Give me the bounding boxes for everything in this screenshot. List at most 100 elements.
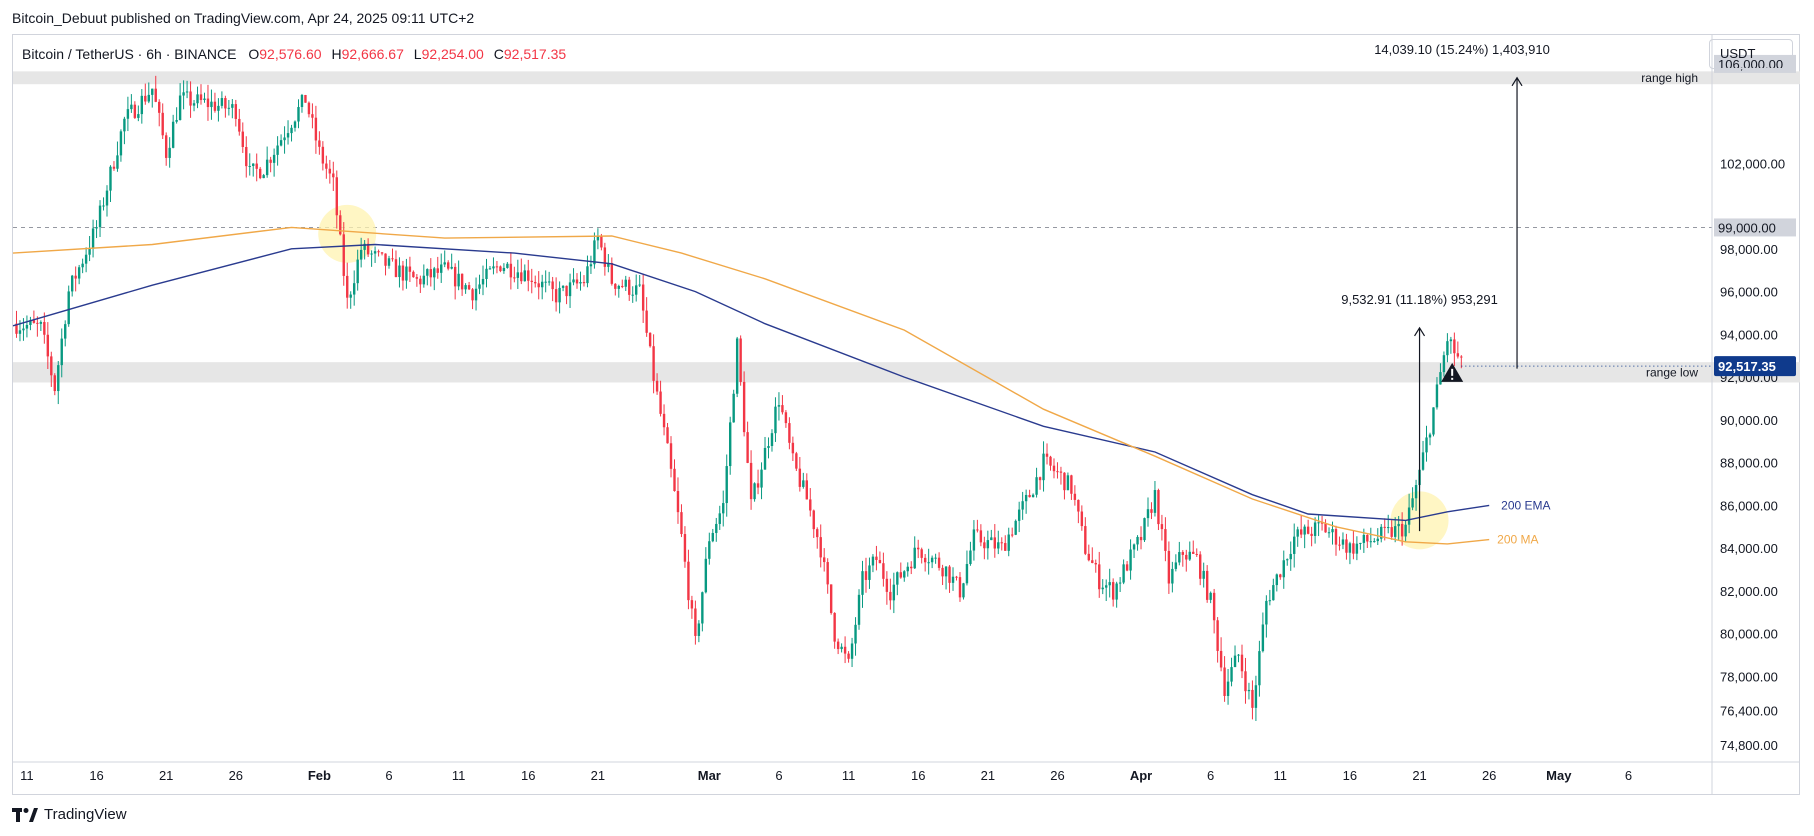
candle-body (523, 270, 526, 282)
candle-body (1397, 523, 1400, 527)
candle-body (1007, 534, 1010, 551)
candle-body (1341, 539, 1345, 545)
candle-body (1028, 494, 1031, 498)
candle-body (1212, 592, 1216, 621)
candle-body (220, 98, 224, 106)
candle-body (1244, 671, 1247, 692)
candle-body (50, 356, 53, 376)
candle-body (339, 215, 342, 235)
time-tick-label: 16 (521, 768, 535, 783)
candle-body (1024, 494, 1028, 502)
candle-body (621, 285, 624, 287)
candle-body (60, 338, 63, 366)
candle-body (951, 576, 955, 583)
candle-body (112, 166, 116, 169)
candle-body (669, 443, 673, 469)
current-price-tag (1714, 356, 1796, 377)
candle-body (488, 268, 492, 270)
candle-body (1296, 529, 1299, 537)
candle-body (1414, 485, 1418, 499)
candle-body (471, 289, 474, 301)
price-tick-label: 96,000.00 (1720, 285, 1778, 300)
time-tick-label: 6 (1207, 768, 1214, 783)
candle-body (196, 94, 199, 104)
candle-body (1279, 574, 1282, 578)
candle-body (770, 433, 774, 447)
warning-triangle-mark (1451, 368, 1454, 376)
candle-body (18, 330, 22, 334)
candle-body (927, 562, 930, 564)
candle-body (144, 95, 147, 102)
candle-body (502, 267, 506, 272)
candle-body (1407, 507, 1411, 525)
candle-body (885, 578, 889, 592)
time-tick-label: 21 (981, 768, 995, 783)
candle-body (1171, 568, 1174, 584)
candle-body (1087, 553, 1091, 561)
currency-selector[interactable]: USDT (1709, 39, 1793, 69)
candle-body (847, 653, 850, 659)
candle-body (1352, 543, 1355, 554)
candle-body (979, 530, 983, 543)
candle-body (1223, 667, 1226, 696)
candle-body (516, 272, 520, 278)
candle-body (119, 131, 123, 156)
candle-body (742, 381, 746, 433)
candle-body (631, 294, 634, 296)
candle-body (1226, 681, 1230, 696)
candle-body (871, 556, 875, 566)
candle-body (283, 137, 286, 141)
candle-body (746, 432, 749, 463)
candle-body (878, 559, 882, 564)
candle-body (767, 446, 770, 448)
candle-body (224, 98, 227, 109)
candle-body (363, 243, 366, 250)
candle-body (1387, 527, 1390, 529)
candle-body (1299, 529, 1303, 535)
candle-body (1004, 543, 1007, 551)
candle-body (892, 584, 896, 601)
candle-body (1108, 582, 1111, 586)
chart-frame[interactable] (12, 34, 1800, 795)
candle-body (325, 163, 328, 169)
candle-body (969, 550, 972, 565)
candle-body (77, 267, 81, 279)
candle-body (36, 322, 39, 324)
candle-body (57, 365, 60, 392)
candle-body (983, 542, 986, 549)
candle-body (1449, 339, 1453, 342)
candle-body (252, 163, 255, 166)
candle-body (1293, 536, 1296, 554)
low-value: 92,254.00 (421, 46, 484, 62)
candle-body (1101, 587, 1104, 590)
candle-body (1063, 472, 1066, 491)
close-label: C (493, 46, 504, 62)
candle-body (276, 145, 279, 155)
candle-body (1042, 453, 1045, 481)
candle-body (1049, 456, 1052, 466)
candle-body (398, 265, 401, 278)
candle-body (690, 600, 694, 609)
candle-body (920, 549, 923, 558)
candle-body (1164, 529, 1167, 551)
candle-body (499, 266, 502, 272)
candle-body (816, 529, 819, 538)
candle-body (944, 566, 948, 577)
candle-body (53, 375, 56, 392)
candle-body (74, 275, 77, 279)
candle-body (1066, 475, 1070, 491)
candle-body (972, 529, 976, 551)
tradingview-logo-icon (12, 807, 38, 822)
candle-body (701, 592, 704, 624)
candle-body (798, 468, 802, 487)
candle-body (763, 447, 767, 470)
candle-body (1268, 600, 1272, 602)
candle-body (1338, 544, 1341, 546)
tradingview-logo[interactable]: TradingView (12, 806, 127, 823)
candle-body (84, 254, 88, 264)
symbol-name: Bitcoin / TetherUS · 6h · BINANCE (22, 46, 237, 62)
candle-body (530, 280, 533, 282)
current-price-label: 92,517.35 (1718, 359, 1776, 374)
candle-body (889, 591, 892, 601)
